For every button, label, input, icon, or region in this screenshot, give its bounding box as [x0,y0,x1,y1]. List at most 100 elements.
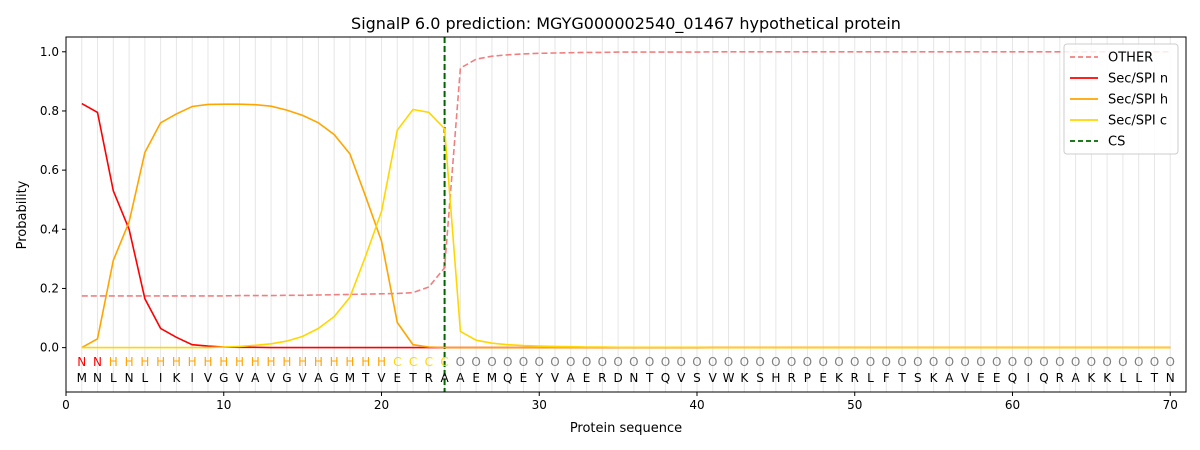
series-line-sec-spi-h [81,103,1171,349]
residue-letter: W [723,371,735,385]
residue-letter: K [172,371,181,385]
x-axis-ticks: 0 10 20 30 40 50 60 70 [62,392,1178,412]
residue-letter: V [377,371,386,385]
residue-label: H [109,355,118,369]
residue-label: O [1024,355,1033,369]
residue-letter: Q [1008,371,1017,385]
residue-label: O [566,355,575,369]
residue-label: O [676,355,685,369]
residue-label: H [298,355,307,369]
residue-letter: P [804,371,811,385]
x-tick-label: 30 [532,398,547,412]
y-tick-label: 0.6 [40,163,59,177]
residue-letter: G [219,371,228,385]
legend-label: CS [1108,135,1125,150]
residue-label: O [629,355,638,369]
residue-label: O [661,355,670,369]
residue-letter: K [835,371,844,385]
residue-label: O [724,355,733,369]
residue-letter: T [1150,371,1159,385]
residue-letter: T [408,371,417,385]
residue-letter: E [583,371,591,385]
y-axis-label: Probability [15,180,30,249]
residue-letter: S [756,371,764,385]
residue-label: O [882,355,891,369]
residue-letter: K [740,371,749,385]
residue-label: O [818,355,827,369]
plot-frame [65,36,1187,393]
residue-label: O [598,355,607,369]
residue-label: H [314,355,323,369]
residue-letter: R [787,371,795,385]
residue-letter: E [472,371,480,385]
residue-letter: K [1103,371,1112,385]
y-tick-label: 1.0 [40,45,59,59]
x-tick-label: 20 [374,398,389,412]
residue-letter: G [282,371,291,385]
residue-label: O [1118,355,1127,369]
legend-label: OTHER [1108,51,1153,66]
residue-label: O [929,355,938,369]
y-axis-ticks: 0.0 0.2 0.4 0.6 0.8 1.0 [40,45,66,355]
x-tick-label: 70 [1163,398,1178,412]
residue-label: O [535,355,544,369]
residue-label: O [960,355,969,369]
residue-letter: K [1087,371,1096,385]
residue-label: O [1087,355,1096,369]
residue-letter: V [235,371,244,385]
y-tick-label: 0.4 [40,222,59,236]
residue-letter: N [1166,371,1175,385]
residue-letter: I [190,371,194,385]
y-tick-label: 0.2 [40,281,59,295]
residue-label: O [803,355,812,369]
residue-letter: V [204,371,213,385]
residue-label: O [487,355,496,369]
residue-label: O [1165,355,1174,369]
residue-label: O [787,355,796,369]
x-tick-label: 60 [1005,398,1020,412]
residue-label: O [519,355,528,369]
residue-label: O [582,355,591,369]
residue-letter: V [267,371,276,385]
x-tick-label: 50 [847,398,862,412]
residue-letter: M [487,371,497,385]
residue-label: C [393,355,401,369]
residue-label: H [203,355,212,369]
residue-label: C [409,355,417,369]
residue-letter: H [771,371,780,385]
x-tick-label: 40 [689,398,704,412]
y-tick-label: 0.8 [40,104,59,118]
residue-label: O [897,355,906,369]
residue-letter: S [914,371,922,385]
residue-letter: A [251,371,260,385]
residue-letter: Y [535,371,544,385]
residue-label: C [425,355,433,369]
residue-label: H [125,355,134,369]
residue-label: H [156,355,165,369]
residue-label: O [1102,355,1111,369]
residue-letter: F [883,371,890,385]
residue-label: H [267,355,276,369]
residue-label: H [251,355,260,369]
residue-label: O [913,355,922,369]
residue-letter: L [142,371,149,385]
residue-letter: E [520,371,528,385]
residue-label: O [1150,355,1159,369]
residue-label: H [330,355,339,369]
residue-letter: E [977,371,985,385]
sequence-annotation: NMNNHLHNHLHIHKHIHVHGHVHAHVHGHVHAHGHMHTHV… [77,355,1175,385]
residue-letter: M [345,371,355,385]
series-line-sec-spi-c [81,108,1171,349]
residue-letter: R [851,371,859,385]
chart-title: SignalP 6.0 prediction: MGYG000002540_01… [351,14,901,34]
residue-letter: V [551,371,560,385]
residue-label: O [850,355,859,369]
residue-label: O [1039,355,1048,369]
residue-label: O [992,355,1001,369]
residue-letter: A [945,371,954,385]
residue-letter: A [314,371,323,385]
residue-letter: L [867,371,874,385]
residue-label: O [834,355,843,369]
residue-letter: R [1056,371,1064,385]
residue-label: H [188,355,197,369]
